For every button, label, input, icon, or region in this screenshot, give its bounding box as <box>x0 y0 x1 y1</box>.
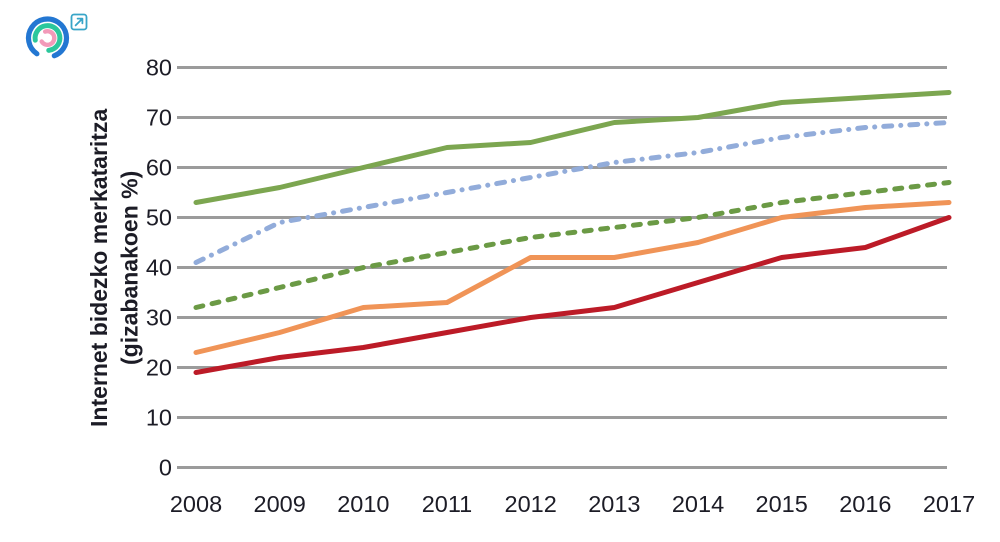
x-tick-label: 2017 <box>923 491 975 517</box>
dark-red-solid-line <box>193 215 952 375</box>
logo-inner-arc <box>38 28 57 48</box>
logo-outer-arc <box>25 16 70 60</box>
external-link-svg <box>70 13 88 31</box>
x-tick-label: 2014 <box>672 491 724 517</box>
blue-dash-dot-line <box>193 120 952 265</box>
y-tick-label: 60 <box>146 155 172 181</box>
y-tick-label: 10 <box>146 405 172 431</box>
y-tick-label: 0 <box>159 455 172 481</box>
x-tick-label: 2009 <box>254 491 306 517</box>
x-tick-label: 2015 <box>756 491 808 517</box>
y-tick-label: 30 <box>146 305 172 331</box>
x-tick-label: 2016 <box>839 491 891 517</box>
x-tick-label: 2013 <box>588 491 640 517</box>
concentric-arcs-logo <box>22 12 94 66</box>
x-tick-label: 2011 <box>422 491 473 517</box>
y-tick-label: 40 <box>146 255 172 281</box>
external-link-icon[interactable] <box>70 13 88 31</box>
logo-arcs-svg <box>25 16 70 60</box>
x-tick-label: 2010 <box>337 491 389 517</box>
y-tick-label: 70 <box>146 105 172 131</box>
y-tick-label: 80 <box>146 55 172 81</box>
x-tick-label: 2008 <box>170 491 222 517</box>
logo-middle-arc <box>32 23 63 53</box>
green-solid-line <box>193 90 952 205</box>
y-tick-label: 20 <box>146 355 172 381</box>
orange-solid-line <box>193 200 952 355</box>
x-tick-label: 2012 <box>505 491 557 517</box>
green-dashed-line <box>193 180 952 310</box>
y-tick-label: 50 <box>146 205 172 231</box>
